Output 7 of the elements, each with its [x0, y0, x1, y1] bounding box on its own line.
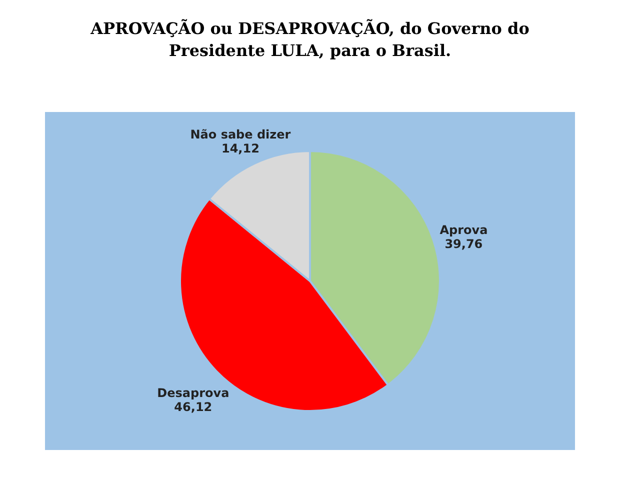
- data-label: 39,76: [444, 236, 483, 251]
- slice-label: Não sabe dizer: [190, 128, 291, 142]
- chart-title: APROVAÇÃO ou DESAPROVAÇÃO, do Governo do Presidente LULA, para o Brasil.: [90, 18, 530, 62]
- slice-label: Desaprova: [157, 386, 230, 400]
- data-label: 46,12: [174, 400, 212, 414]
- data-label: 14,12: [221, 142, 260, 156]
- slice-label: Aprova: [440, 222, 488, 237]
